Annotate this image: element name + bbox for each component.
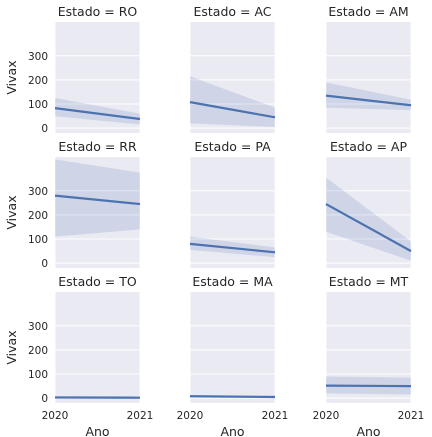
panel-background	[55, 292, 140, 403]
y-axis-label: Vivax	[4, 195, 19, 229]
y-tick-label: 300	[28, 186, 48, 198]
facet-title: Estado = MT	[329, 274, 409, 289]
y-tick-label: 200	[28, 345, 48, 357]
y-tick-label: 200	[28, 75, 48, 87]
facet-title: Estado = TO	[58, 274, 137, 289]
y-axis-label: Vivax	[4, 60, 19, 94]
facet-title: Estado = AC	[193, 4, 271, 19]
x-tick-label: 2020	[313, 410, 340, 422]
x-tick-label: 2021	[262, 410, 289, 422]
y-tick-label: 300	[28, 51, 48, 63]
facet-panel-to: Estado = TO 0 100 200 300 Vivax 2020 2021 Ano	[4, 274, 153, 437]
panel-background	[55, 157, 140, 268]
series-line	[189, 395, 276, 399]
series-line	[189, 242, 276, 254]
panel-background	[190, 157, 275, 268]
x-tick-label: 2020	[177, 410, 204, 422]
facet-panel-ro: Estado = RO 0 100 200 300 Vivax	[4, 4, 141, 135]
confidence-band	[55, 98, 140, 125]
facet-panel-am: Estado = AM	[325, 4, 412, 133]
y-tick-label: 200	[28, 210, 48, 222]
series-line	[189, 101, 276, 119]
panel-background	[326, 292, 411, 403]
y-tick-label: 0	[41, 393, 48, 405]
confidence-band	[190, 236, 275, 258]
y-axis-label: Vivax	[4, 330, 19, 364]
series-line	[54, 107, 141, 121]
facet-panel-pa: Estado = PA	[189, 139, 276, 268]
panel-background	[326, 22, 411, 133]
panel-background	[190, 292, 275, 403]
facet-title: Estado = MA	[192, 274, 273, 289]
facet-panel-ma: Estado = MA 2020 2021 Ano	[177, 274, 289, 437]
facet-title: Estado = RO	[58, 4, 138, 19]
series-line	[325, 94, 412, 107]
facet-panel-ac: Estado = AC	[189, 4, 276, 133]
series-line	[325, 203, 412, 253]
facet-title: Estado = RR	[58, 139, 137, 154]
series-line	[54, 194, 141, 206]
y-tick-label: 100	[28, 234, 48, 246]
x-axis-label: Ano	[220, 424, 244, 437]
facet-panel-rr: Estado = RR 0 100 200 300 Vivax	[4, 139, 141, 270]
confidence-band	[55, 159, 140, 237]
y-tick-label: 100	[28, 369, 48, 381]
y-tick-label: 0	[41, 123, 48, 135]
facet-panel-ap: Estado = AP	[325, 139, 412, 268]
facet-title: Estado = PA	[194, 139, 271, 154]
x-tick-label: 2021	[398, 410, 425, 422]
y-tick-label: 300	[28, 321, 48, 333]
y-tick-label: 0	[41, 258, 48, 270]
facet-panel-mt: Estado = MT 2020 2021 Ano	[313, 274, 425, 437]
x-axis-label: Ano	[356, 424, 380, 437]
facet-title: Estado = AM	[328, 4, 408, 19]
x-tick-label: 2020	[42, 410, 69, 422]
facet-title: Estado = AP	[330, 139, 408, 154]
y-tick-label: 100	[28, 99, 48, 111]
x-axis-label: Ano	[85, 424, 109, 437]
x-tick-label: 2021	[127, 410, 154, 422]
